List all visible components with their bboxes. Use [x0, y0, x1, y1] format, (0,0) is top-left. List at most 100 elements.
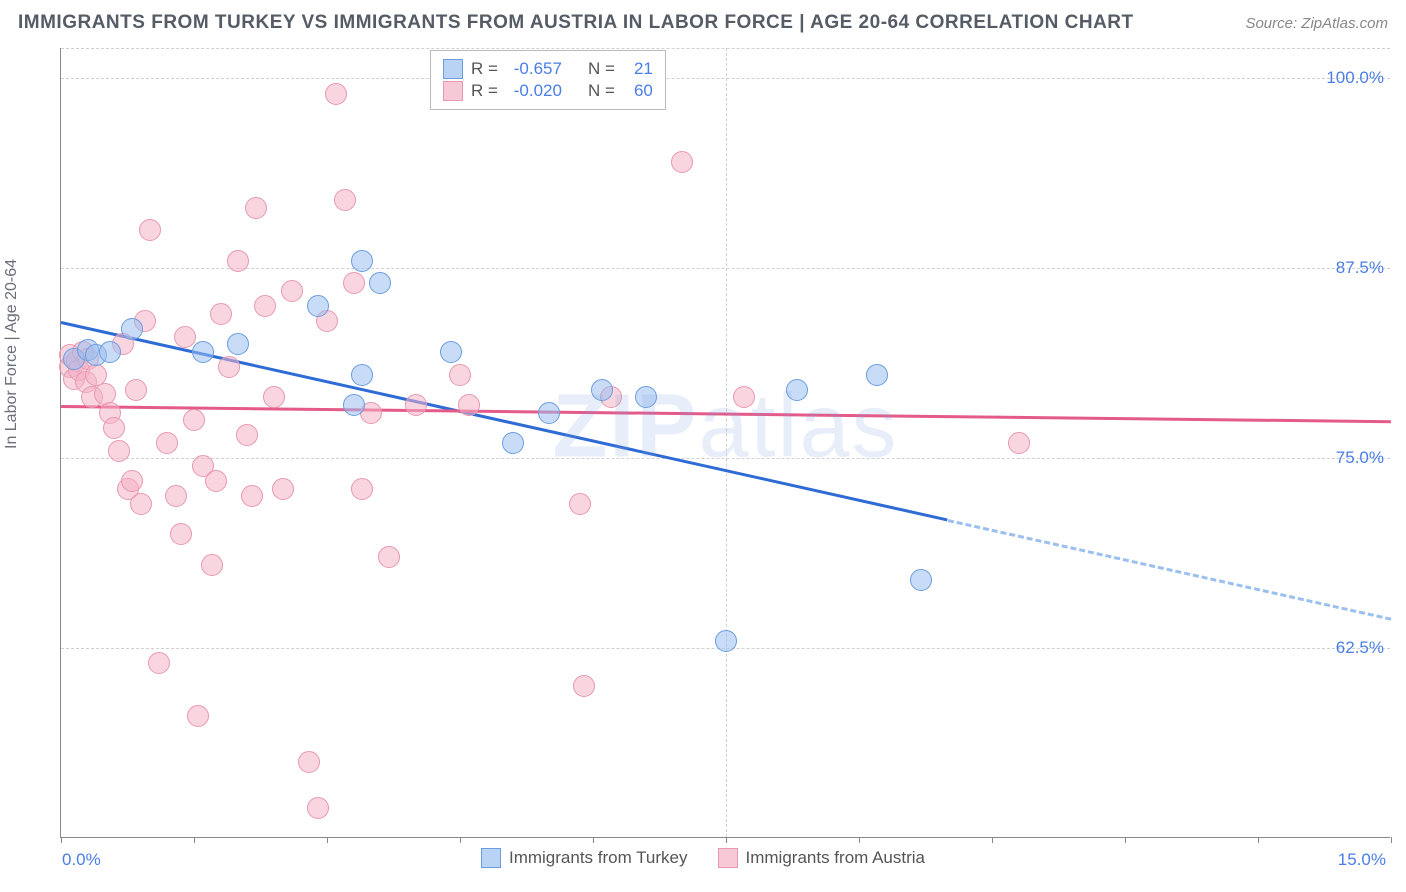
- data-point-austria: [170, 523, 192, 545]
- data-point-austria: [281, 280, 303, 302]
- data-point-turkey: [715, 630, 737, 652]
- data-point-austria: [334, 189, 356, 211]
- legend-n-label: N =: [588, 59, 615, 79]
- regression-line: [947, 519, 1391, 621]
- data-point-austria: [201, 554, 223, 576]
- data-point-austria: [183, 409, 205, 431]
- data-point-turkey: [351, 250, 373, 272]
- legend-r-value: -0.020: [506, 81, 562, 101]
- data-point-austria: [187, 705, 209, 727]
- gridline-v: [726, 48, 727, 837]
- y-tick-label: 100.0%: [1326, 68, 1384, 88]
- source-label: Source: ZipAtlas.com: [1245, 15, 1388, 32]
- y-tick-label: 62.5%: [1336, 638, 1384, 658]
- data-point-turkey: [591, 379, 613, 401]
- data-point-austria: [343, 272, 365, 294]
- legend-row: R = -0.657 N = 21: [443, 59, 653, 79]
- data-point-turkey: [866, 364, 888, 386]
- y-axis-title: In Labor Force | Age 20-64: [3, 259, 21, 449]
- data-point-austria: [103, 417, 125, 439]
- data-point-austria: [174, 326, 196, 348]
- header: IMMIGRANTS FROM TURKEY VS IMMIGRANTS FRO…: [18, 12, 1388, 34]
- data-point-austria: [85, 364, 107, 386]
- data-point-austria: [148, 652, 170, 674]
- legend-swatch: [718, 848, 738, 868]
- data-point-austria: [1008, 432, 1030, 454]
- legend-n-value: 60: [623, 81, 653, 101]
- data-point-austria: [351, 478, 373, 500]
- data-point-turkey: [351, 364, 373, 386]
- data-point-austria: [245, 197, 267, 219]
- chart-title: IMMIGRANTS FROM TURKEY VS IMMIGRANTS FRO…: [18, 12, 1134, 34]
- legend-n-label: N =: [588, 81, 615, 101]
- legend-series-label: Immigrants from Austria: [746, 848, 926, 868]
- y-tick-label: 87.5%: [1336, 258, 1384, 278]
- data-point-austria: [218, 356, 240, 378]
- data-point-austria: [139, 219, 161, 241]
- data-point-austria: [121, 470, 143, 492]
- legend-row: R = -0.020 N = 60: [443, 81, 653, 101]
- legend-swatch: [443, 59, 463, 79]
- data-point-austria: [210, 303, 232, 325]
- x-tick: [61, 837, 62, 843]
- x-tick: [327, 837, 328, 843]
- legend-r-value: -0.657: [506, 59, 562, 79]
- data-point-austria: [130, 493, 152, 515]
- data-point-austria: [569, 493, 591, 515]
- data-point-austria: [108, 440, 130, 462]
- data-point-austria: [165, 485, 187, 507]
- y-tick-label: 75.0%: [1336, 448, 1384, 468]
- x-tick: [460, 837, 461, 843]
- x-tick: [1125, 837, 1126, 843]
- data-point-turkey: [307, 295, 329, 317]
- data-point-turkey: [635, 386, 657, 408]
- data-point-turkey: [502, 432, 524, 454]
- data-point-turkey: [99, 341, 121, 363]
- data-point-austria: [405, 394, 427, 416]
- data-point-austria: [205, 470, 227, 492]
- legend-bottom-item: Immigrants from Austria: [718, 848, 926, 868]
- data-point-austria: [241, 485, 263, 507]
- data-point-austria: [307, 797, 329, 819]
- x-tick: [1258, 837, 1259, 843]
- x-tick: [593, 837, 594, 843]
- data-point-austria: [733, 386, 755, 408]
- data-point-austria: [156, 432, 178, 454]
- data-point-austria: [573, 675, 595, 697]
- data-point-austria: [325, 83, 347, 105]
- legend-correlation: R = -0.657 N = 21 R = -0.020 N = 60: [430, 50, 666, 110]
- data-point-turkey: [538, 402, 560, 424]
- legend-swatch: [481, 848, 501, 868]
- data-point-austria: [671, 151, 693, 173]
- legend-series-label: Immigrants from Turkey: [509, 848, 688, 868]
- legend-bottom-item: Immigrants from Turkey: [481, 848, 688, 868]
- data-point-austria: [263, 386, 285, 408]
- x-tick: [859, 837, 860, 843]
- x-tick: [726, 837, 727, 843]
- data-point-turkey: [343, 394, 365, 416]
- data-point-austria: [378, 546, 400, 568]
- data-point-turkey: [192, 341, 214, 363]
- legend-r-label: R =: [471, 81, 498, 101]
- data-point-austria: [458, 394, 480, 416]
- data-point-turkey: [369, 272, 391, 294]
- data-point-austria: [254, 295, 276, 317]
- data-point-austria: [125, 379, 147, 401]
- data-point-austria: [449, 364, 471, 386]
- data-point-austria: [272, 478, 294, 500]
- legend-n-value: 21: [623, 59, 653, 79]
- data-point-turkey: [440, 341, 462, 363]
- data-point-austria: [236, 424, 258, 446]
- x-tick: [194, 837, 195, 843]
- data-point-turkey: [227, 333, 249, 355]
- legend-r-label: R =: [471, 59, 498, 79]
- legend-swatch: [443, 81, 463, 101]
- legend-series: Immigrants from Turkey Immigrants from Au…: [0, 848, 1406, 868]
- data-point-turkey: [121, 318, 143, 340]
- data-point-turkey: [786, 379, 808, 401]
- data-point-austria: [298, 751, 320, 773]
- data-point-austria: [227, 250, 249, 272]
- x-tick: [1391, 837, 1392, 843]
- data-point-turkey: [910, 569, 932, 591]
- chart-plot-area: 62.5%75.0%87.5%100.0% ZIPatlas: [60, 48, 1390, 838]
